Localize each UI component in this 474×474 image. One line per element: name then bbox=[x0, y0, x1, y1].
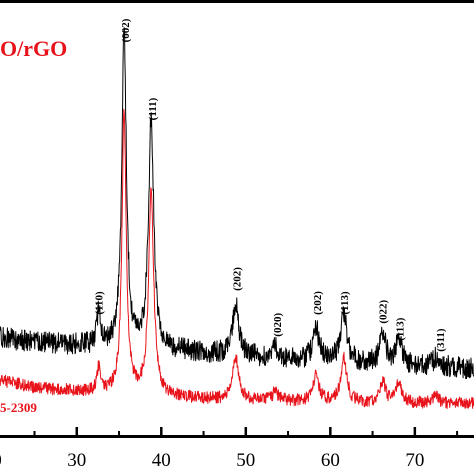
peak-label: (022) bbox=[378, 299, 390, 323]
series-line-red bbox=[0, 108, 474, 409]
legend-label-red: 5-2309 bbox=[0, 400, 37, 415]
peak-label: (002) bbox=[120, 18, 132, 42]
peak-label: (202) bbox=[232, 267, 244, 291]
peak-label: (113) bbox=[395, 317, 407, 341]
x-tick-label: 30 bbox=[67, 450, 86, 471]
x-tick-label: 40 bbox=[152, 450, 171, 471]
peak-label: (311) bbox=[435, 328, 447, 352]
series-line-black bbox=[0, 27, 474, 380]
series-group bbox=[0, 27, 474, 409]
peak-label: (020) bbox=[272, 313, 284, 337]
x-ticks: 20 30 40 50 60 70 bbox=[0, 427, 459, 471]
peak-label: (113) bbox=[339, 291, 351, 315]
x-tick-label: 50 bbox=[236, 450, 255, 471]
peak-label: (202) bbox=[312, 291, 324, 315]
x-tick-label: 70 bbox=[405, 450, 424, 471]
x-tick-label: 20 bbox=[0, 450, 2, 471]
peak-label: (111) bbox=[147, 97, 159, 120]
peak-annotations: (110) (002) (111) (202) (020) (202) (113) (022)… bbox=[94, 18, 448, 351]
peak-label: (110) bbox=[94, 291, 106, 315]
legend-label-black: O/rGO bbox=[0, 36, 67, 61]
x-tick-label: 60 bbox=[321, 450, 340, 471]
